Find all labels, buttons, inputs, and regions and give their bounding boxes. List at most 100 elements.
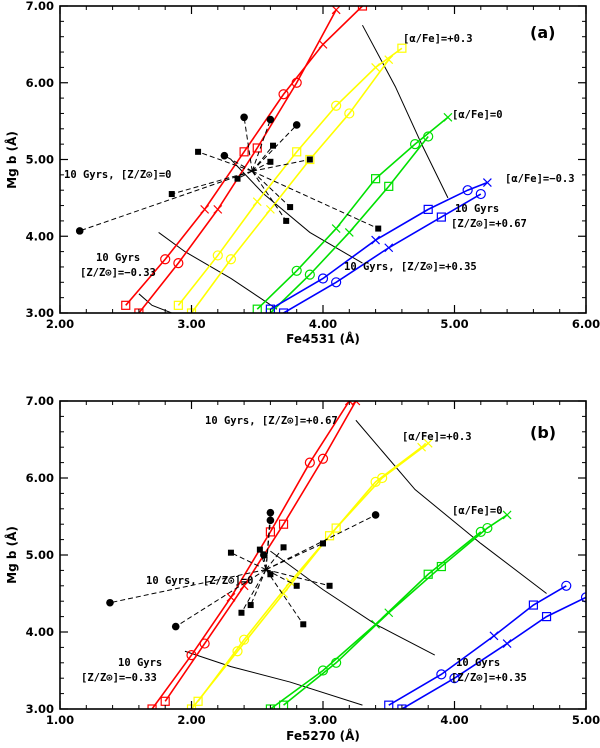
galaxy-point-square — [280, 544, 287, 551]
model-series-point — [331, 523, 341, 533]
model-series-point — [370, 476, 381, 487]
model-series-point — [226, 592, 236, 602]
panel-a-ylabel: Mg b (Å) — [4, 131, 19, 189]
model-series-point — [304, 457, 315, 468]
galaxy-connector-dashed — [250, 569, 267, 606]
panel-a-plot-area — [75, 6, 492, 313]
galaxy-connector-dashed — [243, 117, 253, 172]
model-series-point — [239, 147, 249, 157]
galaxy-connector-dashed — [265, 514, 376, 571]
model-series-point — [193, 696, 203, 706]
model-series-point — [331, 224, 341, 233]
model-series-point — [423, 131, 434, 142]
y-tick-label: 3.00 — [26, 306, 54, 320]
model-series-point — [449, 673, 460, 684]
y-tick-label: 3.00 — [26, 702, 54, 716]
model-series-point — [344, 401, 354, 406]
galaxy-point-circle — [266, 516, 275, 525]
y-tick-label: 5.00 — [26, 548, 54, 562]
galaxy-point-square — [234, 175, 241, 182]
galaxy-point-square — [283, 217, 290, 224]
model-series-point — [475, 188, 486, 200]
model-series-point — [291, 265, 302, 276]
panel-b-plot-area — [106, 401, 586, 709]
galaxy-point-square — [270, 142, 277, 149]
galaxy-connector-dashed — [224, 155, 253, 172]
model-series-point — [541, 611, 552, 622]
model-grid-line — [230, 159, 363, 264]
y-tick-label: 5.00 — [26, 153, 54, 167]
galaxy-point-circle — [75, 227, 84, 235]
model-series-point — [252, 304, 262, 313]
galaxy-connector-dashed — [171, 170, 253, 195]
model-series-point — [371, 174, 381, 184]
model-series-line — [151, 401, 350, 709]
galaxy-point-square — [195, 148, 202, 155]
model-series-point — [318, 39, 328, 49]
galaxy-point-square — [267, 571, 274, 578]
x-tick-label: 3.00 — [177, 317, 205, 331]
y-tick-label: 7.00 — [26, 394, 54, 408]
galaxy-connector-dashed — [251, 170, 379, 230]
model-series-point — [265, 304, 275, 313]
model-series-point — [278, 700, 289, 709]
galaxy-connector-dashed — [237, 170, 253, 180]
galaxy-point-square — [375, 225, 382, 232]
model-series-point — [502, 639, 512, 648]
annot-a-10gyr-z0: 10 Gyrs, [Z/Z⊙]=0 — [64, 169, 171, 181]
model-series-point — [371, 235, 381, 245]
galaxy-connector-dashed — [251, 170, 291, 208]
x-tick-label: 5.00 — [440, 317, 468, 331]
model-series-point — [278, 519, 289, 529]
galaxy-point-square — [306, 156, 313, 163]
model-series-point — [304, 269, 315, 280]
galaxy-point-square — [300, 621, 307, 628]
panel-b-xticks: 1.00 2.00 3.00 4.00 5.00 — [46, 401, 600, 727]
model-series-point — [147, 704, 157, 709]
panel-b-xlabel: Fe5270 (Å) — [286, 728, 360, 743]
model-series-point — [265, 204, 275, 214]
x-tick-label: 2.00 — [177, 713, 205, 727]
galaxy-connector-dashed — [251, 161, 271, 172]
model-series-point — [278, 89, 289, 100]
x-tick-label: 2.00 — [46, 317, 74, 331]
galaxy-point-square — [326, 582, 333, 589]
model-series-point — [232, 646, 243, 657]
galaxy-connector-dashed — [265, 520, 271, 570]
galaxy-point-circle — [260, 551, 268, 559]
model-series-point — [423, 204, 433, 214]
annot-a-z067: [Z/Z⊙]=+0.67 — [451, 218, 527, 230]
annot-a-alpha-p03: [α/Fe]=+0.3 — [403, 33, 473, 45]
annot-b-10gyr-label: 10 Gyrs — [118, 657, 162, 669]
galaxy-point-square — [238, 609, 245, 616]
model-series-point — [252, 197, 262, 207]
model-series-point — [331, 6, 341, 15]
panel-b-label: (b) — [530, 423, 556, 442]
model-series-line — [190, 59, 390, 313]
galaxy-point-circle — [220, 151, 229, 160]
x-tick-label: 4.00 — [440, 713, 468, 727]
annot-b-10gyr-label-2: 10 Gyrs — [456, 657, 500, 669]
model-series-point — [436, 212, 446, 222]
model-series-point — [351, 401, 361, 406]
galaxy-point-square — [227, 549, 234, 556]
galaxy-connector-dashed — [251, 119, 271, 172]
model-series-point — [423, 438, 433, 448]
galaxy-connector-dashed — [251, 145, 274, 172]
annot-a-zm033: [Z/Z⊙]=−0.33 — [80, 267, 156, 279]
annot-a-alpha-m03: [α/Fe]=−0.3 — [505, 173, 575, 185]
model-series-point — [528, 600, 539, 610]
panel-b: 1.00 2.00 3.00 4.00 5.00 3.00 4.00 5.00 6.00 7.0… — [4, 394, 600, 743]
galaxy-connector-dashed — [265, 569, 304, 625]
model-grid-line — [184, 650, 363, 706]
model-series-point — [357, 6, 368, 11]
model-series-point — [384, 700, 394, 709]
model-series-point — [278, 308, 289, 313]
model-series-point — [489, 631, 499, 641]
galaxy-point-circle — [371, 511, 380, 519]
y-tick-label: 4.00 — [26, 625, 54, 639]
galaxy-point-circle — [240, 113, 248, 122]
model-series-point — [344, 227, 354, 237]
model-series-point — [384, 243, 394, 253]
model-series-point — [225, 254, 237, 265]
